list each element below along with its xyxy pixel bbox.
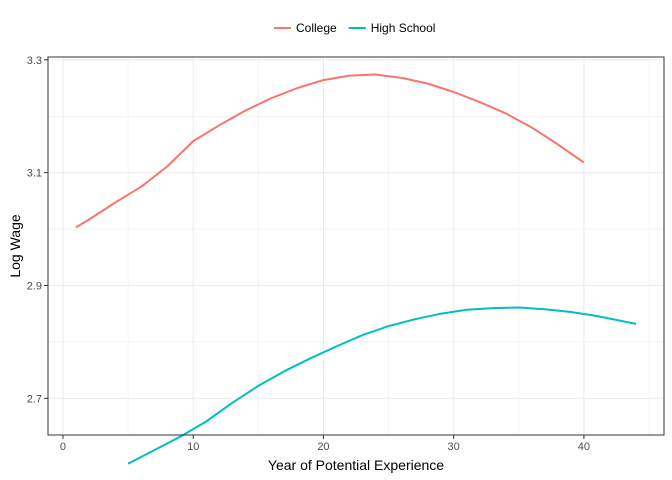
- x-tick-label: 0: [60, 441, 66, 453]
- legend-label-college: College: [296, 21, 337, 35]
- y-axis-title: Log Wage: [7, 214, 23, 278]
- major-gridlines: [48, 57, 664, 435]
- y-tick-label: 3.3: [27, 55, 42, 67]
- series-lines: [75, 73, 637, 465]
- y-tick-label: 3.1: [27, 168, 42, 180]
- y-axis-ticks: 2.7 2.9 3.1 3.3: [27, 55, 48, 405]
- x-tick-label: 40: [578, 441, 590, 453]
- y-tick-label: 2.9: [27, 280, 42, 292]
- x-tick-label: 30: [448, 441, 460, 453]
- legend-label-high-school: High School: [371, 21, 436, 35]
- x-tick-label: 20: [317, 441, 329, 453]
- x-axis-ticks: 0 10 20 30 40: [60, 435, 590, 453]
- x-axis-title: Year of Potential Experience: [268, 457, 444, 473]
- y-tick-label: 2.7: [27, 393, 42, 405]
- x-tick-label: 10: [187, 441, 199, 453]
- plot-panel-border: [47, 56, 665, 436]
- series-line-high-school: [127, 306, 637, 465]
- series-line-college: [75, 73, 585, 229]
- legend: College High School: [274, 21, 435, 35]
